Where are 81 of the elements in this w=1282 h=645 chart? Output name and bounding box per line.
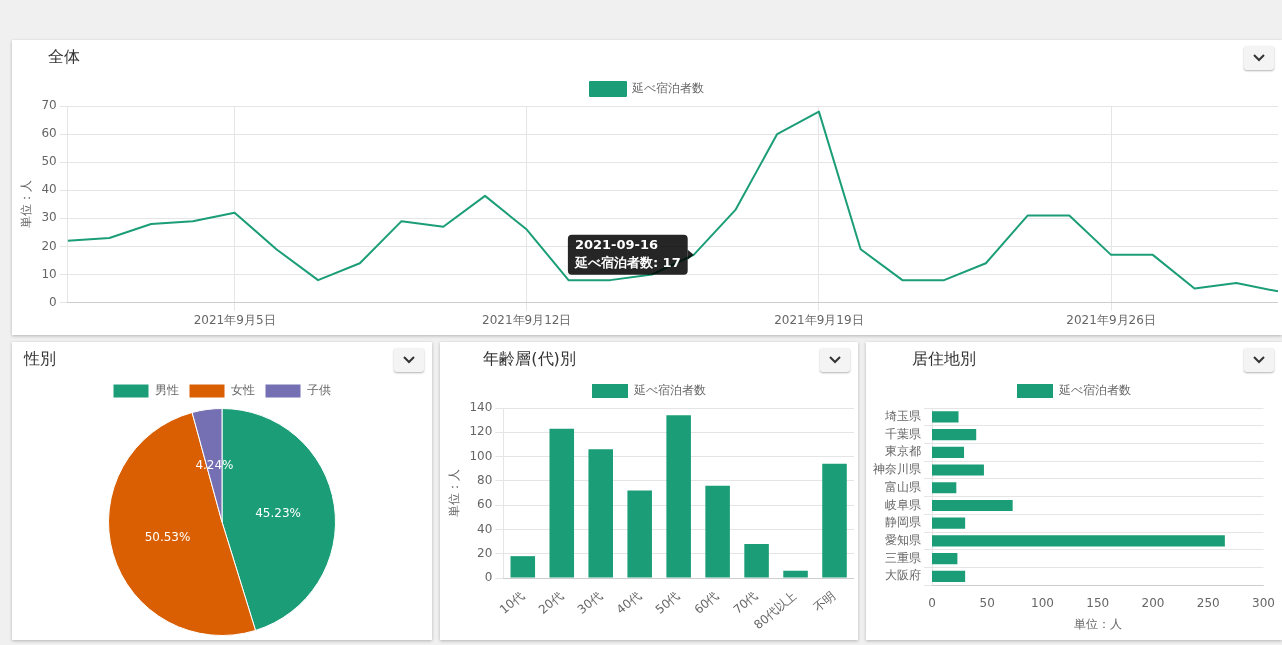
x-tick-label: 200 [1141,595,1165,610]
y-tick-label: 愛知県 [885,533,921,548]
x-axis-title: 単位：人 [1073,616,1122,631]
x-tick-label: 2021年9月12日 [482,312,572,327]
y-tick-label: 神奈川県 [873,462,921,477]
x-tick-label: 2021年9月5日 [193,312,276,327]
legend-label: 女性 [231,383,255,398]
chart-title: 居住地別 [912,349,976,369]
x-tick-label: 10代 [496,588,527,617]
y-tick-label: 10 [41,266,57,281]
y-tick-label: 50 [41,154,57,169]
y-tick-label: 千葉県 [885,426,921,441]
bar [932,570,966,582]
x-tick-label: 50 [979,595,995,610]
x-tick-label: 2021年9月26日 [1066,312,1156,327]
y-tick-label: 60 [477,497,493,512]
bar [932,464,984,476]
bar [549,428,575,578]
y-tick-label: 20 [41,238,57,253]
y-tick-label: 40 [477,521,493,536]
y-tick-label: 30 [41,210,57,225]
annotation: 2021-09-16 延べ宿泊者数: 17 [573,237,681,271]
x-tick-label: 30代 [574,588,605,617]
bar [932,499,1013,512]
x-tick-label: 150 [1086,595,1110,610]
bar [705,485,730,578]
bar [932,535,1225,547]
bar [932,517,966,529]
data-label: 45.23% [255,505,301,520]
x-tick-label: 不明 [811,588,839,615]
bar [932,482,957,494]
bar [932,411,959,423]
y-tick-label: 富山県 [885,479,921,494]
legend-label: 延べ宿泊者数 [633,383,706,398]
x-tick-label: 70代 [730,588,761,617]
y-tick-label: 三重県 [885,550,921,565]
legend-label: 子供 [307,383,331,398]
legend-label: 男性 [155,383,179,398]
x-tick-label: 20代 [535,588,566,617]
bar [932,429,977,441]
y-axis-title: 単位：人 [447,469,462,518]
legend-label: 延べ宿泊者数 [1058,383,1131,398]
x-tick-label: 2021年9月19日 [774,312,864,327]
y-tick-label: 60 [41,126,57,141]
y-tick-label: 静岡県 [885,515,921,530]
bar [932,553,958,565]
chart-title: 年齢層(代)別 [483,349,576,369]
chart-title: 性別 [23,349,56,369]
bar [627,490,652,578]
data-label: 4.24% [195,457,234,472]
y-tick-label: 埼玉県 [884,408,921,423]
bar [822,463,847,578]
x-tick-label: 60代 [691,588,722,617]
x-tick-label: 300 [1252,595,1275,610]
y-tick-label: 70 [41,98,57,113]
y-tick-label: 100 [469,448,493,463]
y-tick-label: 120 [469,424,493,439]
bar [744,544,769,578]
y-tick-label: 20 [477,545,493,560]
x-tick-label: 0 [928,595,936,610]
y-tick-label: 0 [484,570,493,585]
y-tick-label: 大阪府 [885,568,921,583]
bar [783,570,808,578]
bar [666,415,691,578]
chart-title: 全体 [47,47,80,67]
bar [932,446,965,458]
bar [510,556,536,578]
y-axis-title: 単位：人 [19,180,34,229]
x-tick-label: 100 [1031,595,1054,610]
y-tick-label: 岐阜県 [885,497,921,512]
x-tick-label: 50代 [652,588,683,617]
x-tick-label: 250 [1196,595,1220,610]
x-tick-label: 40代 [613,588,644,617]
y-tick-label: 東京都 [885,444,921,459]
y-tick-label: 40 [41,182,57,197]
data-label: 50.53% [144,529,191,544]
y-tick-label: 80 [477,472,493,487]
y-tick-label: 0 [49,294,57,309]
bar [588,449,613,578]
y-tick-label: 140 [469,400,493,415]
legend-label: 延べ宿泊者数 [631,81,704,96]
